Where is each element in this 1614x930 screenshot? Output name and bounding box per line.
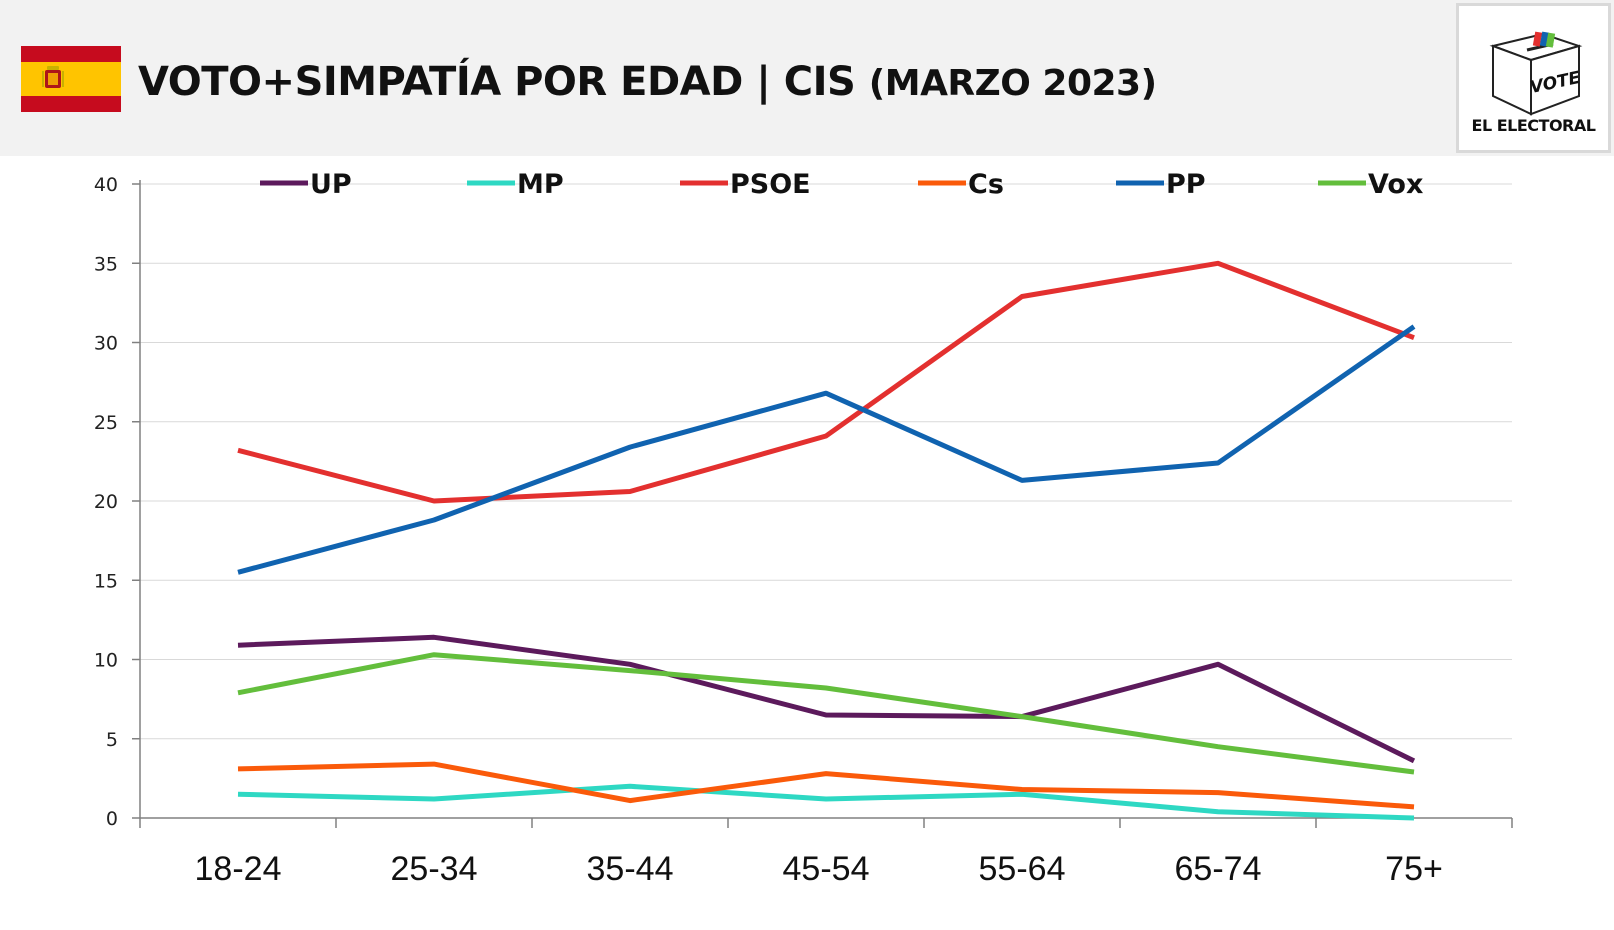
- series-line-pp: [237, 324, 1416, 575]
- page-title: VOTO+SIMPATÍA POR EDAD | CIS (MARZO 2023…: [138, 52, 1157, 112]
- y-tick-label: 35: [94, 253, 118, 275]
- grid-lines: [140, 183, 1512, 740]
- series-line-vox: [237, 652, 1415, 775]
- y-tick-label: 15: [94, 570, 118, 592]
- series-line-psoe: [237, 260, 1415, 504]
- x-tick-label: 75+: [1385, 850, 1443, 888]
- legend-label-vox: Vox: [1368, 169, 1423, 200]
- header-bar: VOTO+SIMPATÍA POR EDAD | CIS (MARZO 2023…: [0, 0, 1614, 156]
- legend-label-psoe: PSOE: [730, 169, 811, 200]
- y-tick-label: 30: [94, 333, 118, 355]
- x-tick-label: 45-54: [783, 850, 870, 888]
- spain-flag-icon: [21, 46, 121, 112]
- series-lines: [237, 260, 1416, 821]
- x-tick-label: 55-64: [979, 850, 1066, 888]
- x-tick-label: 25-34: [391, 850, 478, 888]
- legend-label-up: UP: [310, 169, 352, 200]
- x-tick-label: 35-44: [587, 850, 674, 888]
- y-tick-label: 20: [94, 491, 118, 513]
- y-tick-label: 10: [94, 650, 118, 672]
- legend: UP MP PSOE Cs PP Vox: [260, 169, 1423, 200]
- legend-label-pp: PP: [1166, 169, 1206, 200]
- title-main: VOTO+SIMPATÍA POR EDAD | CIS: [138, 59, 856, 105]
- legend-label-mp: MP: [517, 169, 564, 200]
- y-tick-label: 40: [94, 174, 118, 196]
- logo-name: EL ELECTORAL: [1471, 116, 1596, 135]
- series-line-mp: [237, 783, 1415, 821]
- legend-label-cs: Cs: [968, 169, 1004, 200]
- x-tick-label: 18-24: [195, 850, 282, 888]
- el-electoral-logo: VOTE EL ELECTORAL: [1456, 3, 1611, 153]
- y-tick-label: 25: [94, 412, 118, 434]
- y-tick-label: 0: [106, 808, 118, 830]
- ballot-box-icon: VOTE: [1489, 31, 1582, 116]
- axes: 0 5 10 15 20 25 30 35 40 18-24 25-34 35-44 45-54 55-6…: [94, 174, 1513, 888]
- line-chart: 0 5 10 15 20 25 30 35 40 18-24 25-34 35-44 45-54 55-6…: [94, 169, 1513, 888]
- series-line-cs: [237, 761, 1415, 810]
- y-tick-label: 5: [106, 729, 118, 751]
- series-line-up: [237, 634, 1416, 764]
- title-date: (MARZO 2023): [868, 63, 1157, 104]
- x-tick-label: 65-74: [1175, 850, 1262, 888]
